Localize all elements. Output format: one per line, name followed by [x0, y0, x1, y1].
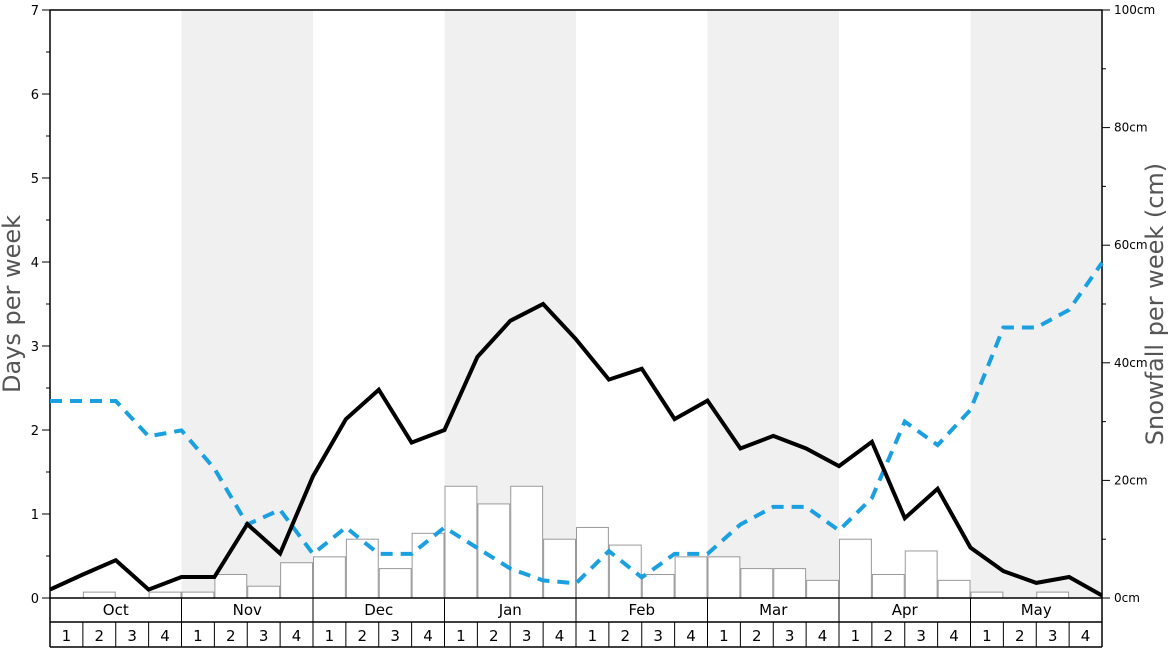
week-label: 2: [358, 627, 368, 645]
week-label: 3: [653, 627, 663, 645]
left-axis-title: Days per week: [0, 215, 26, 393]
snowfall-bar: [181, 591, 215, 599]
week-label: 2: [489, 627, 499, 645]
week-label: 1: [456, 627, 466, 645]
snowfall-bars: [82, 485, 1070, 599]
week-label: 3: [785, 627, 795, 645]
right-tick-label: 20cm: [1114, 473, 1148, 487]
week-label: 1: [851, 627, 861, 645]
left-tick-label: 4: [31, 256, 39, 271]
month-shade: [181, 10, 313, 598]
left-tick-label: 1: [31, 508, 39, 523]
month-label: Apr: [892, 601, 919, 619]
right-tick-label: 100cm: [1114, 3, 1155, 17]
snowfall-bar: [411, 532, 445, 599]
week-label: 4: [1081, 627, 1091, 645]
week-label: 1: [325, 627, 335, 645]
month-label: Oct: [103, 601, 129, 619]
week-label: 1: [719, 627, 729, 645]
snowfall-bar: [970, 591, 1004, 599]
month-shade: [707, 10, 839, 598]
snowfall-bar: [148, 591, 182, 599]
snowfall-bar: [378, 568, 412, 599]
month-label: Nov: [233, 601, 262, 619]
week-label: 3: [127, 627, 137, 645]
snowfall-bar: [280, 562, 313, 599]
right-axis: 0cm 20cm 40cm 60cm 80cm 100cm: [1102, 3, 1155, 605]
month-label: Mar: [759, 601, 788, 619]
left-tick-label: 7: [31, 4, 39, 19]
left-tick-label: 2: [31, 424, 39, 439]
x-axis-labels: Oct Nov Dec Jan Feb Mar Apr May 1 2 3 4 1 2 3 4 1 2 3 4 1 2 3 4…: [49, 598, 1103, 648]
snowfall-bar: [937, 579, 971, 599]
week-label: 3: [390, 627, 400, 645]
week-label: 3: [522, 627, 532, 645]
snowfall-bar: [510, 485, 544, 599]
snowfall-bar: [871, 573, 905, 599]
left-tick-label: 3: [31, 340, 39, 355]
week-label: 4: [555, 627, 565, 645]
week-label: 3: [1048, 627, 1058, 645]
dashed-series-line: [50, 261, 1104, 586]
snowfall-bar: [904, 550, 938, 599]
week-label: 3: [259, 627, 269, 645]
month-shade: [970, 10, 1102, 598]
month-label: Feb: [628, 601, 655, 619]
week-label: 4: [423, 627, 433, 645]
snowfall-bar: [674, 556, 708, 599]
week-label: 4: [160, 627, 170, 645]
snowfall-bar: [82, 591, 116, 599]
right-axis-title: Snowfall per week (cm): [1141, 163, 1168, 445]
snowfall-bar: [444, 485, 478, 599]
week-label: 1: [982, 627, 992, 645]
snowfall-bar: [543, 538, 576, 599]
snowfall-bar: [1036, 591, 1070, 599]
snowfall-bar: [839, 538, 872, 599]
left-axis: 0 1 2 3 4 5 6 7: [31, 4, 50, 607]
snowfall-bar: [477, 503, 511, 599]
snowfall-bar: [707, 556, 741, 599]
right-tick-label: 0cm: [1114, 591, 1140, 605]
snowfall-bar: [313, 556, 346, 599]
snowfall-bar: [806, 579, 839, 599]
left-tick-label: 5: [31, 172, 39, 187]
snowfall-bar: [214, 573, 248, 599]
week-label: 4: [949, 627, 959, 645]
week-label: 1: [62, 627, 72, 645]
week-label: 3: [916, 627, 926, 645]
week-label: 2: [95, 627, 105, 645]
week-label: 2: [226, 627, 236, 645]
week-label: 1: [193, 627, 203, 645]
snowfall-bar: [247, 585, 281, 599]
right-tick-label: 80cm: [1114, 121, 1148, 135]
week-label: 4: [818, 627, 828, 645]
snowfall-bar: [576, 526, 609, 599]
days-series-line: [49, 301, 1103, 598]
month-shading: [181, 10, 1102, 598]
month-label: May: [1021, 601, 1052, 619]
snowfall-bar: [773, 568, 807, 599]
week-label: 2: [752, 627, 762, 645]
left-tick-label: 6: [31, 88, 39, 103]
snowfall-bar: [740, 568, 774, 599]
week-label: 4: [292, 627, 302, 645]
left-tick-label: 0: [31, 592, 39, 607]
week-label: 1: [588, 627, 598, 645]
week-label: 2: [884, 627, 894, 645]
week-label: 2: [1015, 627, 1025, 645]
month-label: Dec: [364, 601, 393, 619]
week-label: 4: [686, 627, 696, 645]
month-label: Jan: [498, 601, 522, 619]
week-label: 2: [621, 627, 631, 645]
snowfall-bar: [641, 573, 675, 599]
right-tick-label: 40cm: [1114, 356, 1148, 370]
right-tick-label: 60cm: [1114, 238, 1148, 252]
